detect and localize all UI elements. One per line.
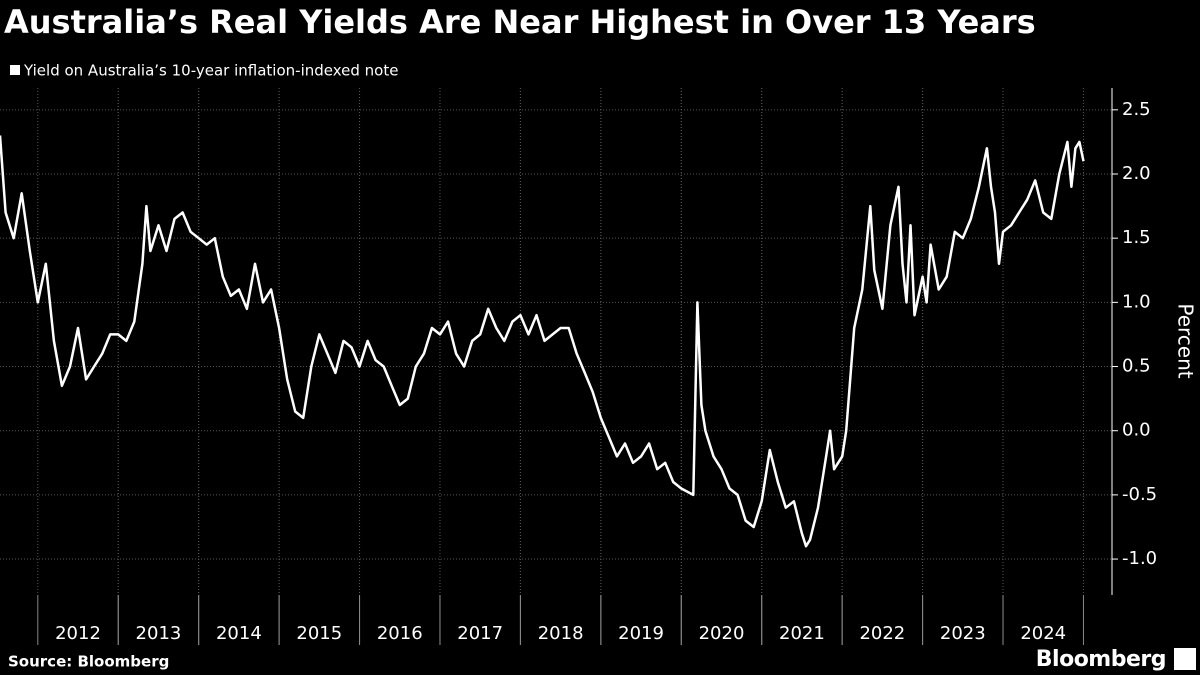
x-tick-label: 2021 <box>779 623 825 644</box>
x-tick-label: 2018 <box>538 623 584 644</box>
y-tick-label: 2.0 <box>1122 163 1151 184</box>
x-tick-label: 2014 <box>216 623 262 644</box>
x-tick-label: 2016 <box>377 623 423 644</box>
legend-swatch <box>10 65 20 75</box>
x-tick-label: 2024 <box>1020 623 1066 644</box>
y-axis-label: Percent <box>1174 303 1198 378</box>
line-series <box>0 135 1085 548</box>
x-tick-label: 2013 <box>136 623 182 644</box>
y-tick-label: -0.5 <box>1122 484 1157 505</box>
brand-icon <box>1174 648 1196 670</box>
y-tick-label: -1.0 <box>1122 548 1157 569</box>
y-tick-label: 1.0 <box>1122 291 1151 312</box>
x-tick-label: 2012 <box>55 623 101 644</box>
x-tick-label: 2017 <box>457 623 503 644</box>
source: Source: Bloomberg <box>8 653 169 671</box>
y-tick-label: 2.5 <box>1122 99 1151 120</box>
y-tick-label: 0.5 <box>1122 356 1151 377</box>
y-tick-label: 0.0 <box>1122 420 1151 441</box>
x-tick-label: 2023 <box>940 623 986 644</box>
y-tick-label: 1.5 <box>1122 227 1151 248</box>
x-tick-label: 2020 <box>699 623 745 644</box>
x-tick-label: 2015 <box>296 623 342 644</box>
legend-label: Yield on Australia’s 10-year inflation-i… <box>23 62 398 80</box>
brand: Bloomberg <box>1036 647 1166 672</box>
chart-title: Australia’s Real Yields Are Near Highest… <box>4 3 1036 41</box>
x-tick-label: 2019 <box>618 623 664 644</box>
x-tick-label: 2022 <box>859 623 905 644</box>
